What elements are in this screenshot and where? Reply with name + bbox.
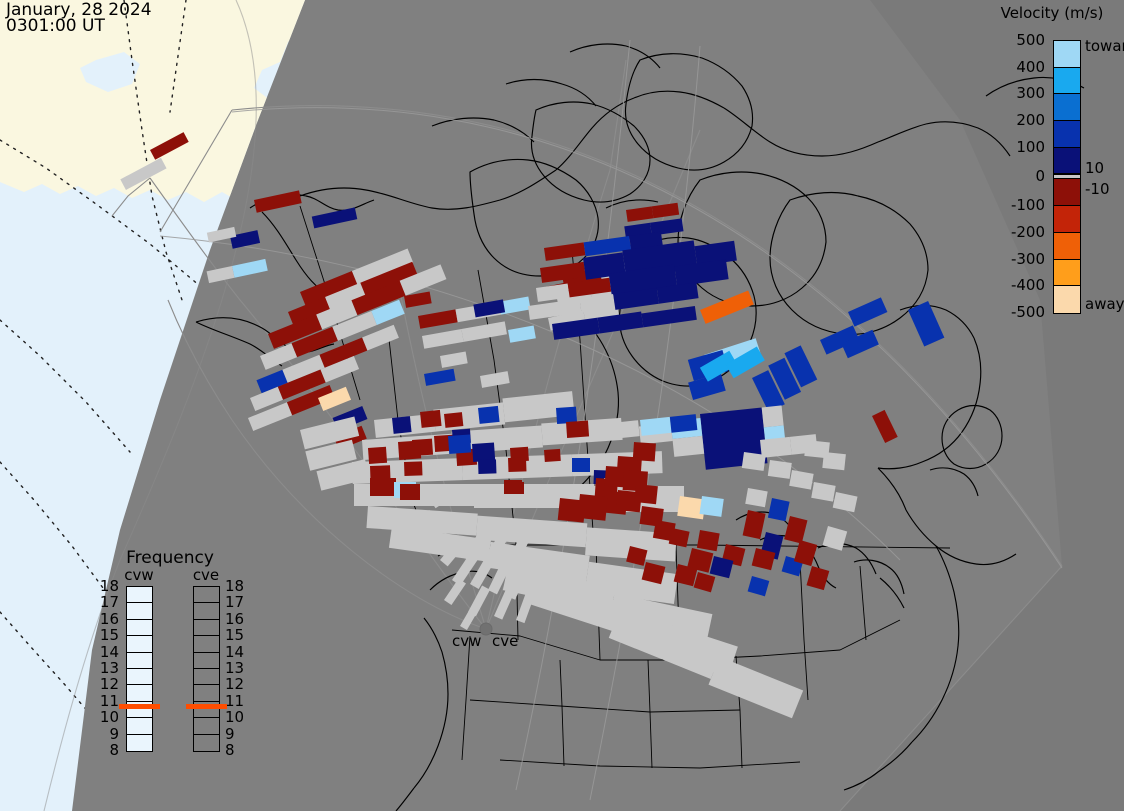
frequency-tick-right-9: 9 (225, 724, 235, 743)
frequency-tick-left-8: 8 (109, 741, 119, 759)
timestamp-time: 0301:00 UT (6, 16, 105, 36)
velocity-band-3 (1054, 121, 1080, 148)
velocity-label-toward: toward (1085, 37, 1124, 55)
frequency-cell-0-5 (127, 669, 152, 686)
timestamp: January, 28 2024 0301:00 UT (6, 0, 152, 36)
day-bay-1 (80, 52, 140, 92)
timestamp-date: January, 28 2024 (6, 0, 152, 20)
frequency-tick-right-16: 16 (225, 609, 245, 628)
frequency-cell-0-1 (127, 603, 152, 620)
site-label-cvw: cvw (452, 632, 482, 650)
frequency-marker-cve (186, 703, 227, 709)
frequency-tick-left-11: 11 (99, 691, 119, 710)
frequency-cell-0-2 (127, 620, 152, 637)
frequency-tick-left-15: 15 (99, 626, 119, 645)
frequency-tick-right-15: 15 (225, 626, 245, 645)
velocity-tick-0: 0 (1035, 167, 1045, 185)
frequency-tick-left-18: 18 (99, 577, 119, 595)
velocity-band-8 (1054, 232, 1080, 260)
frequency-tick-right-10: 10 (225, 708, 245, 727)
frequency-cell-1-8 (194, 718, 219, 735)
lower-grey-cells (412, 487, 536, 630)
velocity-band-6 (1054, 179, 1080, 207)
velocity-tick-400: 400 (1016, 57, 1045, 76)
frequency-cell-0-7 (127, 702, 152, 719)
frequency-tick-right-12: 12 (225, 675, 245, 694)
frequency-cell-1-3 (194, 636, 219, 653)
velocity-tick-100: 100 (1016, 137, 1045, 156)
site-label-cve: cve (492, 632, 519, 650)
frequency-tick-left-17: 17 (99, 593, 119, 612)
velocity-band-7 (1054, 206, 1080, 233)
frequency-tick-left-16: 16 (99, 609, 119, 628)
frequency-marker-cvw (119, 703, 160, 709)
frequency-cell-0-9 (127, 735, 152, 751)
frequency-cell-0-0 (127, 587, 152, 604)
frequency-tick-left-10: 10 (99, 708, 119, 727)
velocity-label-zero-upper: 10 (1085, 158, 1105, 177)
velocity-tick-200: 200 (1016, 111, 1045, 130)
velocity-band-0 (1054, 41, 1080, 68)
frequency-bar-cvw[interactable] (126, 586, 153, 752)
frequency-tick-left-12: 12 (99, 675, 119, 694)
frequency-cell-0-6 (127, 685, 152, 702)
velocity-band-4 (1054, 147, 1080, 175)
frequency-cell-1-4 (194, 653, 219, 669)
frequency-cell-1-7 (194, 702, 219, 719)
velocity-tick--200: -200 (1010, 222, 1045, 241)
frequency-column-header-cvw: cvw (124, 566, 154, 584)
velocity-band-9 (1054, 259, 1080, 287)
velocity-label-zero-lower: -10 (1085, 179, 1110, 198)
frequency-cell-1-1 (194, 603, 219, 620)
frequency-cell-0-3 (127, 636, 152, 653)
velocity-tick--100: -100 (1010, 196, 1045, 215)
frequency-cell-1-9 (194, 735, 219, 751)
frequency-cell-1-0 (194, 587, 219, 604)
frequency-cell-1-6 (194, 685, 219, 702)
frequency-tick-left-9: 9 (109, 724, 119, 743)
frequency-tick-right-14: 14 (225, 642, 245, 661)
velocity-band-1 (1054, 67, 1080, 95)
velocity-band-10 (1054, 286, 1080, 313)
frequency-cell-0-8 (127, 718, 152, 735)
frequency-tick-left-14: 14 (99, 642, 119, 661)
velocity-tick-300: 300 (1016, 84, 1045, 103)
frequency-tick-right-18: 18 (225, 577, 245, 595)
frequency-tick-right-17: 17 (225, 593, 245, 612)
velocity-legend: Velocity (m/s) 500 400 300 200 100 0 -100 -200 -… (975, 2, 1124, 332)
frequency-tick-right-8: 8 (225, 741, 235, 759)
velocity-tick--500: -500 (1010, 303, 1045, 321)
frequency-tick-right-13: 13 (225, 659, 245, 677)
velocity-label-away: away (1085, 295, 1124, 313)
frequency-tick-left-13: 13 (99, 659, 119, 677)
radar-velocity-cells[interactable] (115, 132, 945, 719)
frequency-bar-cve[interactable] (193, 586, 220, 752)
velocity-tick-500: 500 (1016, 31, 1045, 49)
frequency-column-header-cve: cve (192, 566, 220, 584)
frequency-cell-1-2 (194, 620, 219, 637)
day-landmass (0, 0, 305, 202)
frequency-legend-title: Frequency (126, 548, 214, 568)
frequency-legend: Frequency cvw cve 18 18 17 17 16 16 15 15 14 14 13… (95, 548, 255, 798)
velocity-band-5 (1054, 174, 1080, 180)
frequency-tick-right-11: 11 (225, 691, 245, 710)
velocity-tick--400: -400 (1010, 276, 1045, 295)
velocity-colorbar[interactable] (1053, 40, 1081, 314)
velocity-tick--300: -300 (1010, 249, 1045, 268)
arc-scatter-cells (368, 405, 848, 597)
radar-origin-marker[interactable] (479, 622, 493, 636)
frequency-cell-0-4 (127, 653, 152, 669)
frequency-cell-1-5 (194, 669, 219, 686)
velocity-band-2 (1054, 94, 1080, 122)
east-grey-cells (741, 451, 858, 513)
velocity-legend-title: Velocity (m/s) (1000, 4, 1104, 22)
